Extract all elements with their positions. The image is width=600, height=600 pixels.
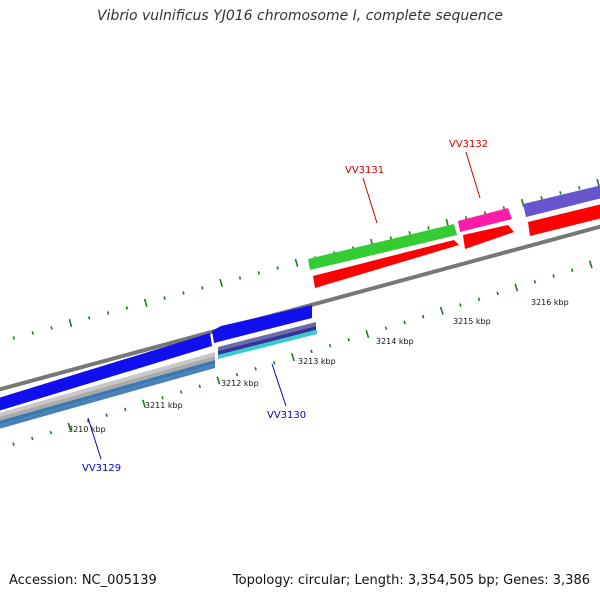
tick-mark [552,274,555,278]
tick-mark [12,336,16,340]
tick-mark [502,206,506,210]
leader-vv3130 [271,363,287,407]
tick-mark [49,430,53,435]
tick-label: 3216 kbp [531,298,569,307]
tick-mark [408,231,411,235]
tick-mark [588,260,593,269]
tick-mark [596,178,600,187]
gene-next-cds[interactable] [528,204,600,236]
tick-mark [290,353,295,362]
gene-vv3129-gene[interactable] [0,333,212,412]
tick-label: 3214 kbp [376,337,414,346]
tick-mark [67,422,72,431]
accession-text: Accession: NC_005139 [9,573,157,588]
tick-mark [328,343,332,348]
gene-vv3130-gene[interactable] [212,305,312,343]
leader-vv3131 [362,177,378,224]
tick-mark [403,320,406,325]
tick-mark [201,286,204,290]
gene-vv3129-stripe-3 [0,360,215,425]
gene-vv3129-stripe-2 [0,356,215,421]
tick-mark [238,276,242,280]
tick-mark [533,280,537,284]
gene-vv3130-stripe-3 [218,330,317,359]
tick-mark [365,329,370,339]
tick-mark [421,314,425,319]
tick-mark [477,297,481,302]
tick-mark [161,396,164,400]
gene-vv3130-stripe-2 [218,326,316,355]
tick-mark [124,407,127,412]
tick-mark [459,303,462,307]
tick-mark [389,236,392,240]
leader-vv3129 [87,417,102,460]
tick-mark [31,436,34,441]
tick-mark [559,191,562,195]
tick-mark [68,318,73,328]
tick-label: 3215 kbp [453,317,491,326]
tick-mark [12,442,15,446]
gene-vv3131-gene[interactable] [308,224,457,270]
tick-mark [384,326,388,330]
tick-mark [570,268,574,273]
tick-mark [219,278,223,288]
tick-label: 3212 kbp [221,379,259,388]
tick-mark [273,361,276,365]
gene-vv3129-stripe-4 [0,364,215,429]
genome-stats-text: Topology: circular; Length: 3,354,505 bp… [232,573,590,588]
map-title: Vibrio vulnificus YJ016 chromosome I, co… [96,8,504,24]
tick-mark [445,218,450,227]
gene-vv3132-gene[interactable] [458,208,512,232]
tick-mark [88,316,91,320]
tick-mark [31,331,34,335]
gene-vv3131-cds[interactable] [313,240,459,288]
tick-mark [179,390,183,394]
gene-vv3132-cds[interactable] [463,225,514,249]
tick-mark [439,306,444,315]
tick-mark [163,296,166,300]
tick-mark [496,291,499,296]
tick-mark [50,326,53,330]
tick-mark [514,283,519,292]
tick-mark [182,291,185,295]
tick-label: 3210 kbp [68,425,106,434]
tick-mark [276,266,279,270]
gene-label-vv3132: VV3132 [449,139,488,150]
gene-label-vv3130: VV3130 [267,410,306,421]
tick-mark [257,271,261,275]
tick-mark [427,226,430,230]
tick-mark [105,413,108,417]
tick-mark [347,338,350,342]
gene-label-vv3131: VV3131 [345,165,384,176]
gene-vv3130-stripe-1 [218,322,316,351]
leader-vv3132 [465,151,481,199]
tick-mark [106,311,110,315]
tick-mark [125,306,129,310]
tick-mark [235,372,239,377]
tick-mark [86,419,90,423]
tick-label: 3213 kbp [298,357,336,366]
tick-mark [216,376,221,385]
gene-next-gene[interactable] [523,185,600,217]
tick-mark [310,349,313,354]
gene-label-vv3129: VV3129 [82,463,121,474]
gene-vv3129-stripe-1 [0,352,215,417]
tick-mark [254,367,257,371]
tick-label: 3211 kbp [145,401,183,410]
tick-mark [578,186,581,190]
tick-mark [142,399,146,408]
tick-mark [483,211,487,215]
tick-marks [12,178,600,446]
tick-mark [143,298,148,308]
tick-mark [294,258,299,268]
tick-mark [198,384,202,388]
tick-mark [540,196,543,200]
